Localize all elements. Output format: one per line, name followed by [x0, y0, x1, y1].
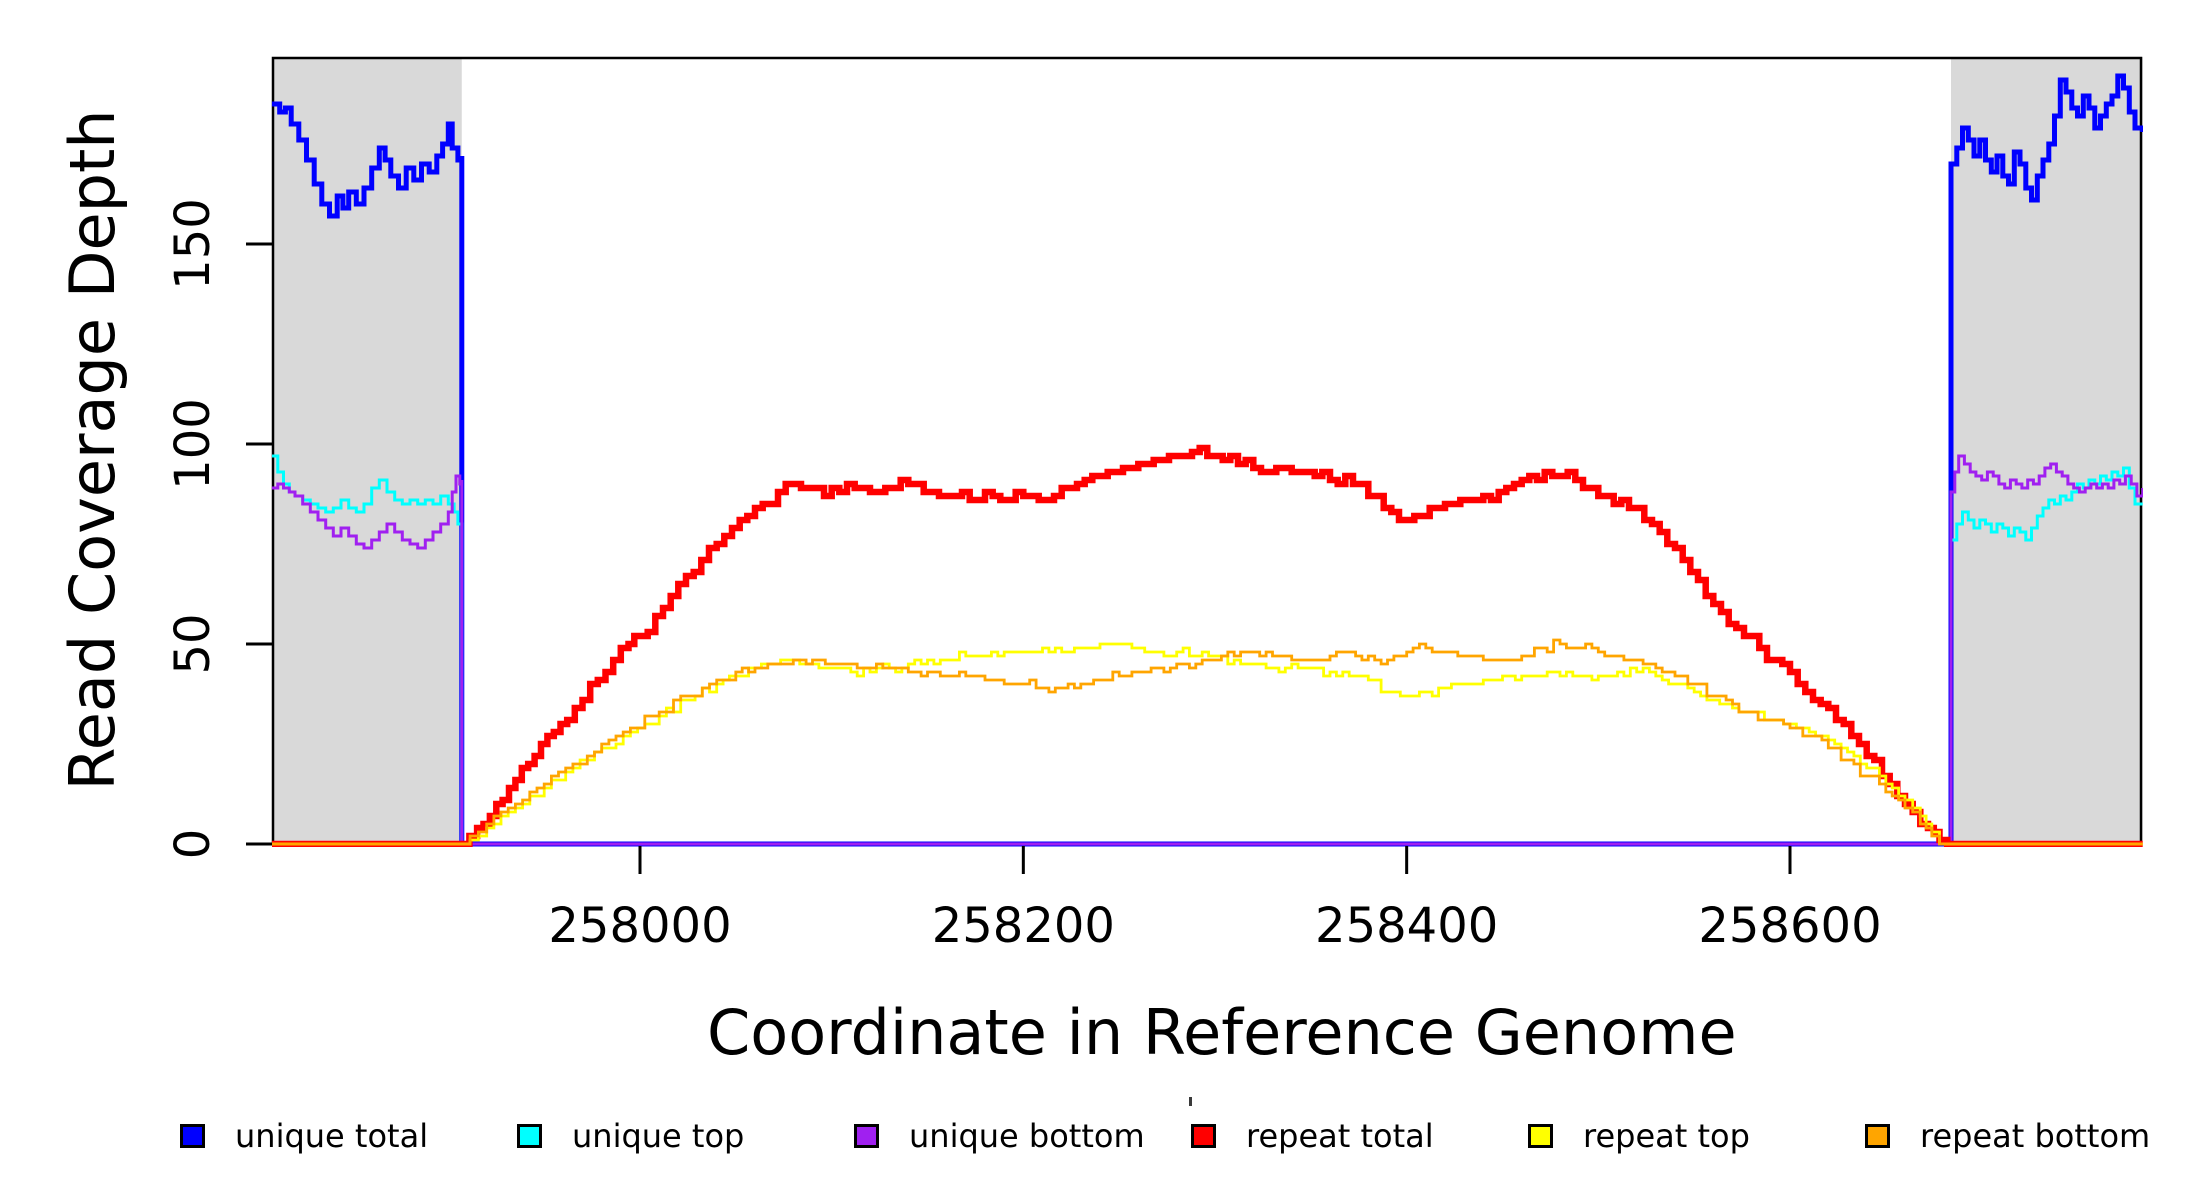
series-unique-top	[272, 454, 2143, 846]
x-tick-label-258400: 258400	[1315, 898, 1499, 954]
legend-artifact-dot	[1189, 1097, 1192, 1106]
legend-label: unique bottom	[909, 1117, 1145, 1155]
legend-swatch-unique-top	[517, 1124, 542, 1148]
x-tick-label-258000: 258000	[548, 898, 732, 954]
x-tick-label-258600: 258600	[1698, 898, 1882, 954]
legend-item-unique-top: unique top	[517, 1116, 744, 1156]
masked-region-right	[1951, 57, 2143, 844]
series-repeat-bottom	[272, 638, 2143, 846]
legend-swatch-repeat-bottom	[1865, 1124, 1890, 1148]
y-tick-label-0: 0	[165, 828, 221, 860]
legend-swatch-repeat-top	[1528, 1124, 1553, 1148]
x-axis-title: Coordinate in Reference Genome	[707, 996, 1737, 1069]
series-unique-total	[272, 73, 2143, 847]
y-tick-label-150: 150	[165, 198, 221, 290]
legend-item-repeat-bottom: repeat bottom	[1865, 1116, 2150, 1156]
legend-item-unique-total: unique total	[180, 1116, 428, 1156]
legend-item-unique-bottom: unique bottom	[854, 1116, 1145, 1156]
legend-label: repeat total	[1246, 1117, 1434, 1155]
legend-swatch-unique-bottom	[854, 1124, 879, 1148]
legend-label: repeat bottom	[1920, 1117, 2151, 1155]
legend-label: unique total	[235, 1117, 429, 1155]
legend-swatch-unique-total	[180, 1124, 205, 1148]
series-unique-bottom	[272, 454, 2143, 846]
y-axis-title: Read Coverage Depth	[56, 109, 129, 791]
legend-item-repeat-top: repeat top	[1528, 1116, 1750, 1156]
masked-region-left	[272, 57, 462, 844]
y-tick-label-100: 100	[165, 398, 221, 490]
y-tick-label-50: 50	[165, 613, 221, 675]
series-repeat-total	[272, 444, 2143, 847]
legend-swatch-repeat-total	[1191, 1124, 1216, 1148]
legend-label: unique top	[572, 1117, 745, 1155]
legend-label: repeat top	[1583, 1117, 1750, 1155]
legend-item-repeat-total: repeat total	[1191, 1116, 1434, 1156]
x-tick-label-258200: 258200	[931, 898, 1115, 954]
